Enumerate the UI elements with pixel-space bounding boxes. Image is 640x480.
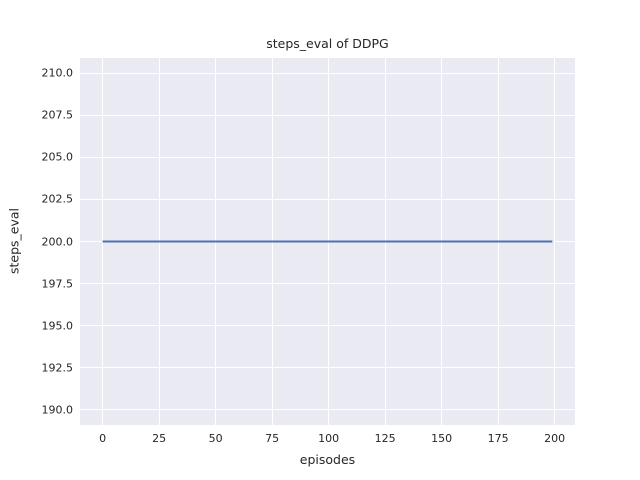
x-tick-label: 125 <box>374 432 396 445</box>
y-tick-label: 195.0 <box>41 319 74 333</box>
x-gridline <box>554 58 556 425</box>
x-axis-label: episodes <box>299 452 356 467</box>
x-tick-label: 200 <box>544 432 566 445</box>
y-gridline <box>80 198 575 200</box>
y-tick-label: 205.0 <box>41 150 74 164</box>
y-gridline <box>80 156 575 158</box>
y-gridline <box>80 114 575 116</box>
x-tick-label: 0 <box>99 432 107 445</box>
y-tick-label: 207.5 <box>41 108 74 122</box>
y-gridline <box>80 409 575 411</box>
x-tick-label: 175 <box>487 432 509 445</box>
y-tick-label: 202.5 <box>41 192 74 206</box>
y-tick-label: 197.5 <box>41 277 74 291</box>
y-tick-label: 190.0 <box>41 403 74 417</box>
plot-area <box>80 58 575 425</box>
y-tick-label: 200.0 <box>41 235 74 248</box>
x-gridline <box>102 58 104 425</box>
x-tick-label: 100 <box>318 432 340 445</box>
x-tick-label: 25 <box>152 432 167 445</box>
y-tick-label: 192.5 <box>41 361 74 375</box>
y-gridline <box>80 325 575 327</box>
y-gridline <box>80 72 575 74</box>
series-plot <box>102 240 553 243</box>
x-tick-label: 75 <box>265 432 280 445</box>
y-gridline <box>80 367 575 369</box>
y-tick-label: 210.0 <box>41 66 74 80</box>
chart-title: steps_eval of DDPG <box>266 36 389 51</box>
x-tick-label: 150 <box>431 432 453 445</box>
y-gridline <box>80 282 575 285</box>
x-tick-label: 50 <box>208 432 223 445</box>
